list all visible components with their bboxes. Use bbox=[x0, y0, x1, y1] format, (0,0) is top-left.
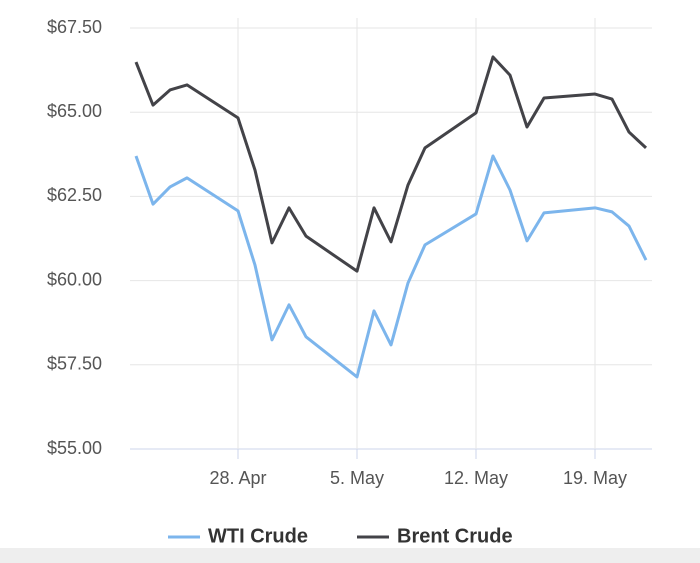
x-tick-label: 5. May bbox=[330, 468, 384, 488]
x-tick-label: 12. May bbox=[444, 468, 508, 488]
x-tick-label: 28. Apr bbox=[209, 468, 266, 488]
y-tick-label: $67.50 bbox=[47, 17, 102, 37]
x-tick-label: 19. May bbox=[563, 468, 627, 488]
footer-bar bbox=[0, 548, 700, 563]
y-tick-label: $55.00 bbox=[47, 438, 102, 458]
y-tick-label: $62.50 bbox=[47, 185, 102, 205]
series-line bbox=[134, 154, 648, 379]
series-line bbox=[134, 55, 648, 273]
legend-label: WTI Crude bbox=[208, 525, 308, 547]
y-tick-label: $57.50 bbox=[47, 354, 102, 374]
y-tick-label: $65.00 bbox=[47, 101, 102, 121]
y-tick-label: $60.00 bbox=[47, 269, 102, 289]
legend-label: Brent Crude bbox=[397, 525, 513, 547]
